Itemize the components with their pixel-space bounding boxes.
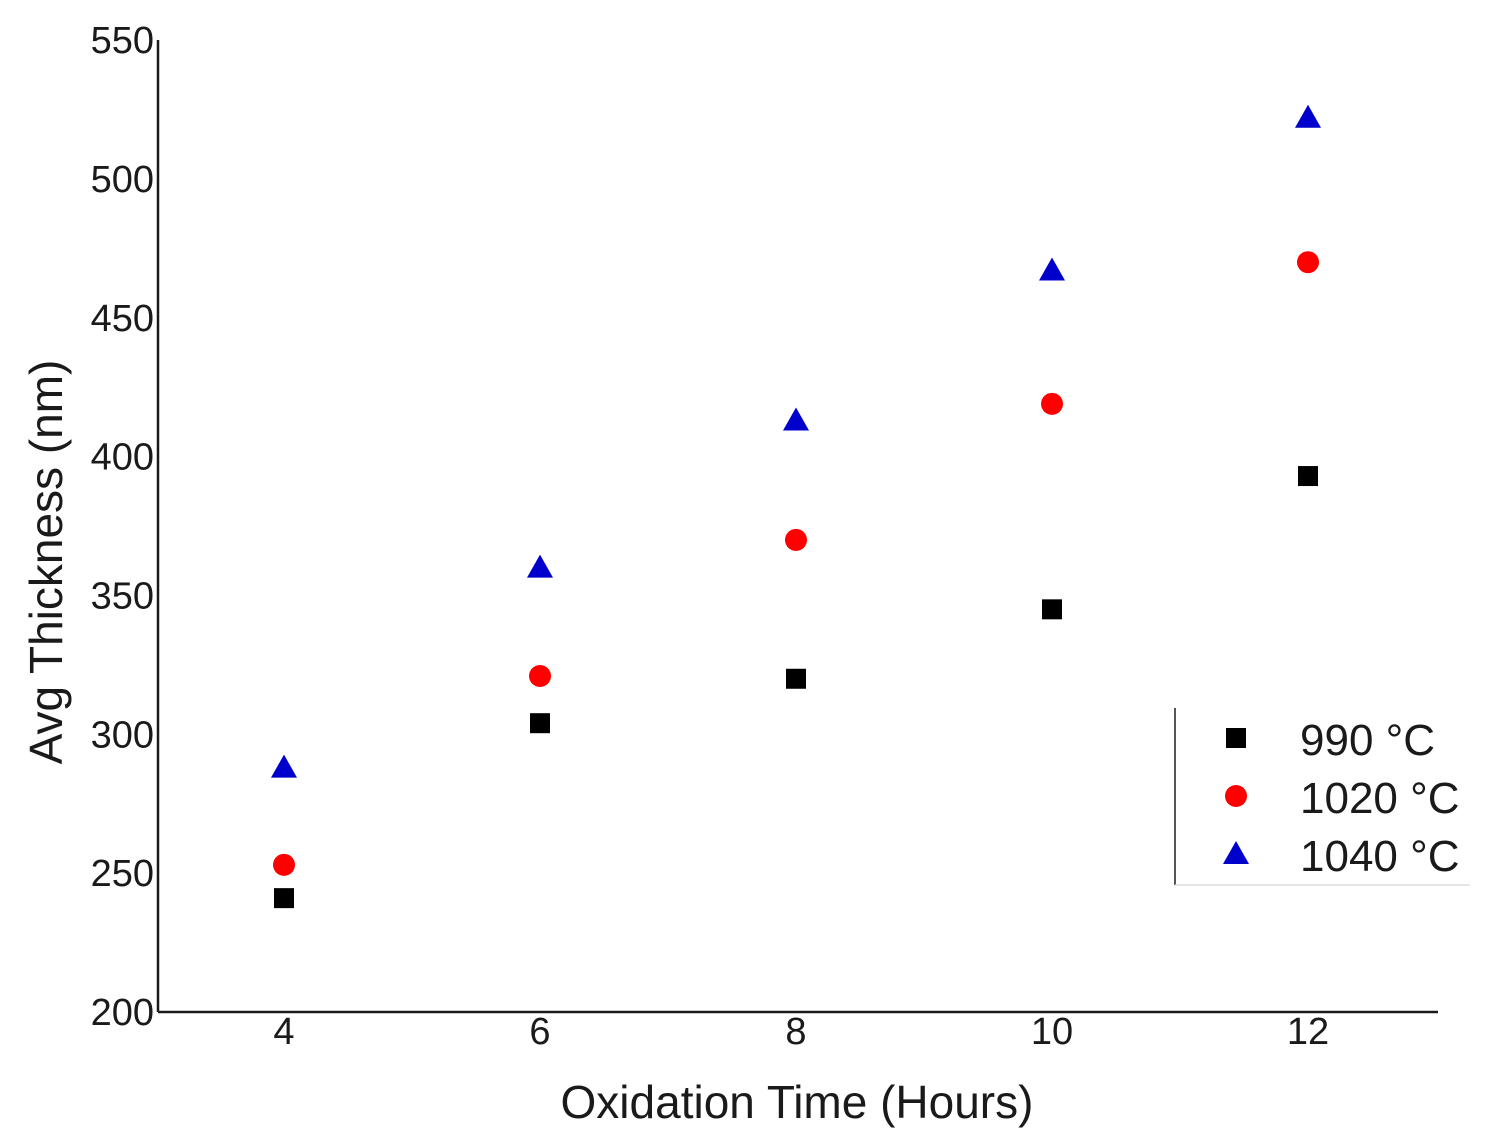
x-tick-label: 6	[529, 1011, 550, 1053]
series-triangle	[271, 104, 1321, 778]
data-point-square	[1042, 599, 1062, 620]
x-tick-label: 8	[785, 1011, 806, 1053]
data-point-triangle	[527, 554, 553, 578]
legend-marker-triangle	[1223, 841, 1249, 864]
y-tick-label: 450	[91, 298, 154, 340]
legend-marker-circle	[1225, 785, 1247, 807]
x-axis-title: Oxidation Time (Hours)	[561, 1076, 1034, 1128]
y-tick-label: 200	[91, 992, 154, 1034]
y-tick-label: 350	[91, 575, 154, 617]
legend: 990 °C 1020 °C 1040 °C	[1174, 708, 1470, 886]
data-point-triangle	[1295, 104, 1321, 128]
legend-label: 1040 °C	[1300, 832, 1459, 881]
data-point-square	[274, 888, 294, 909]
data-point-triangle	[271, 754, 297, 778]
y-tick-label: 300	[91, 714, 154, 756]
y-tick-labels: 200 250 300 350 400 450 500 550	[91, 20, 154, 1034]
x-tick-label: 10	[1031, 1011, 1073, 1053]
x-tick-label: 4	[273, 1011, 294, 1053]
x-tick-label: 12	[1287, 1011, 1329, 1053]
data-point-square	[786, 668, 806, 689]
y-tick-label: 250	[91, 853, 154, 895]
data-point-circle	[1297, 251, 1319, 274]
legend-label: 1020 °C	[1300, 774, 1459, 823]
data-point-square	[1298, 466, 1318, 487]
data-point-triangle	[783, 407, 809, 431]
data-points	[271, 104, 1321, 909]
series-square	[274, 466, 1318, 909]
x-tick-labels: 4 6 8 10 12	[273, 1011, 1329, 1053]
data-point-circle	[785, 528, 807, 551]
data-point-circle	[273, 853, 295, 876]
y-tick-label: 400	[91, 437, 154, 479]
data-point-circle	[529, 664, 551, 687]
axes	[156, 40, 1438, 1014]
series-circle	[273, 251, 1319, 876]
y-axis-title: Avg Thickness (nm)	[20, 360, 72, 765]
data-point-triangle	[1039, 257, 1065, 281]
legend-marker-square	[1226, 728, 1246, 748]
legend-label: 990 °C	[1300, 716, 1435, 765]
y-tick-label: 500	[91, 159, 154, 201]
data-point-square	[530, 713, 550, 734]
y-tick-label: 550	[91, 20, 154, 62]
data-point-circle	[1041, 392, 1063, 415]
